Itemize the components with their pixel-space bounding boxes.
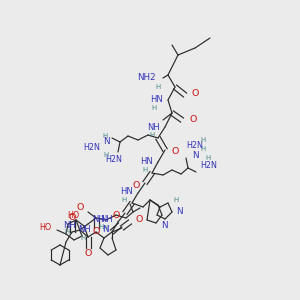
- Text: H2N: H2N: [106, 155, 122, 164]
- Text: NH: NH: [147, 122, 160, 131]
- Text: NH: NH: [78, 226, 91, 235]
- Text: HN: HN: [150, 95, 163, 104]
- Text: H: H: [205, 155, 210, 161]
- Text: HN: HN: [140, 158, 153, 166]
- Text: NH: NH: [92, 215, 105, 224]
- Text: O: O: [171, 146, 178, 155]
- Text: HN: HN: [120, 188, 133, 196]
- Text: H: H: [150, 132, 155, 138]
- Text: H: H: [173, 197, 178, 203]
- Text: O: O: [133, 181, 140, 190]
- Text: H2N: H2N: [200, 161, 217, 170]
- Text: NH: NH: [63, 221, 76, 230]
- Text: H: H: [200, 146, 205, 152]
- Text: H: H: [104, 152, 109, 158]
- Text: N: N: [103, 226, 109, 235]
- Text: O: O: [68, 212, 76, 221]
- Text: N: N: [192, 151, 198, 160]
- Text: H: H: [103, 133, 108, 139]
- Text: O: O: [76, 203, 84, 212]
- Text: H: H: [98, 224, 103, 230]
- Text: O: O: [84, 248, 92, 257]
- Text: H: H: [103, 225, 108, 231]
- Text: H: H: [156, 84, 161, 90]
- Text: O: O: [192, 89, 200, 98]
- Text: H: H: [152, 105, 157, 111]
- Text: H: H: [65, 229, 70, 235]
- Text: H: H: [200, 137, 205, 143]
- Text: O: O: [135, 215, 142, 224]
- Text: H2N: H2N: [187, 140, 203, 149]
- Text: HO: HO: [67, 211, 79, 220]
- Text: NH2: NH2: [137, 74, 156, 82]
- Text: N: N: [161, 221, 167, 230]
- Text: O: O: [189, 116, 196, 124]
- Text: H2N: H2N: [83, 143, 100, 152]
- Text: HO: HO: [40, 224, 52, 232]
- Text: N: N: [176, 208, 182, 217]
- Text: O: O: [112, 211, 120, 220]
- Text: N: N: [103, 137, 109, 146]
- Text: O: O: [92, 227, 100, 236]
- Text: H: H: [143, 167, 148, 173]
- Text: NH: NH: [100, 215, 113, 224]
- Text: H: H: [122, 197, 127, 203]
- Text: H: H: [81, 235, 86, 241]
